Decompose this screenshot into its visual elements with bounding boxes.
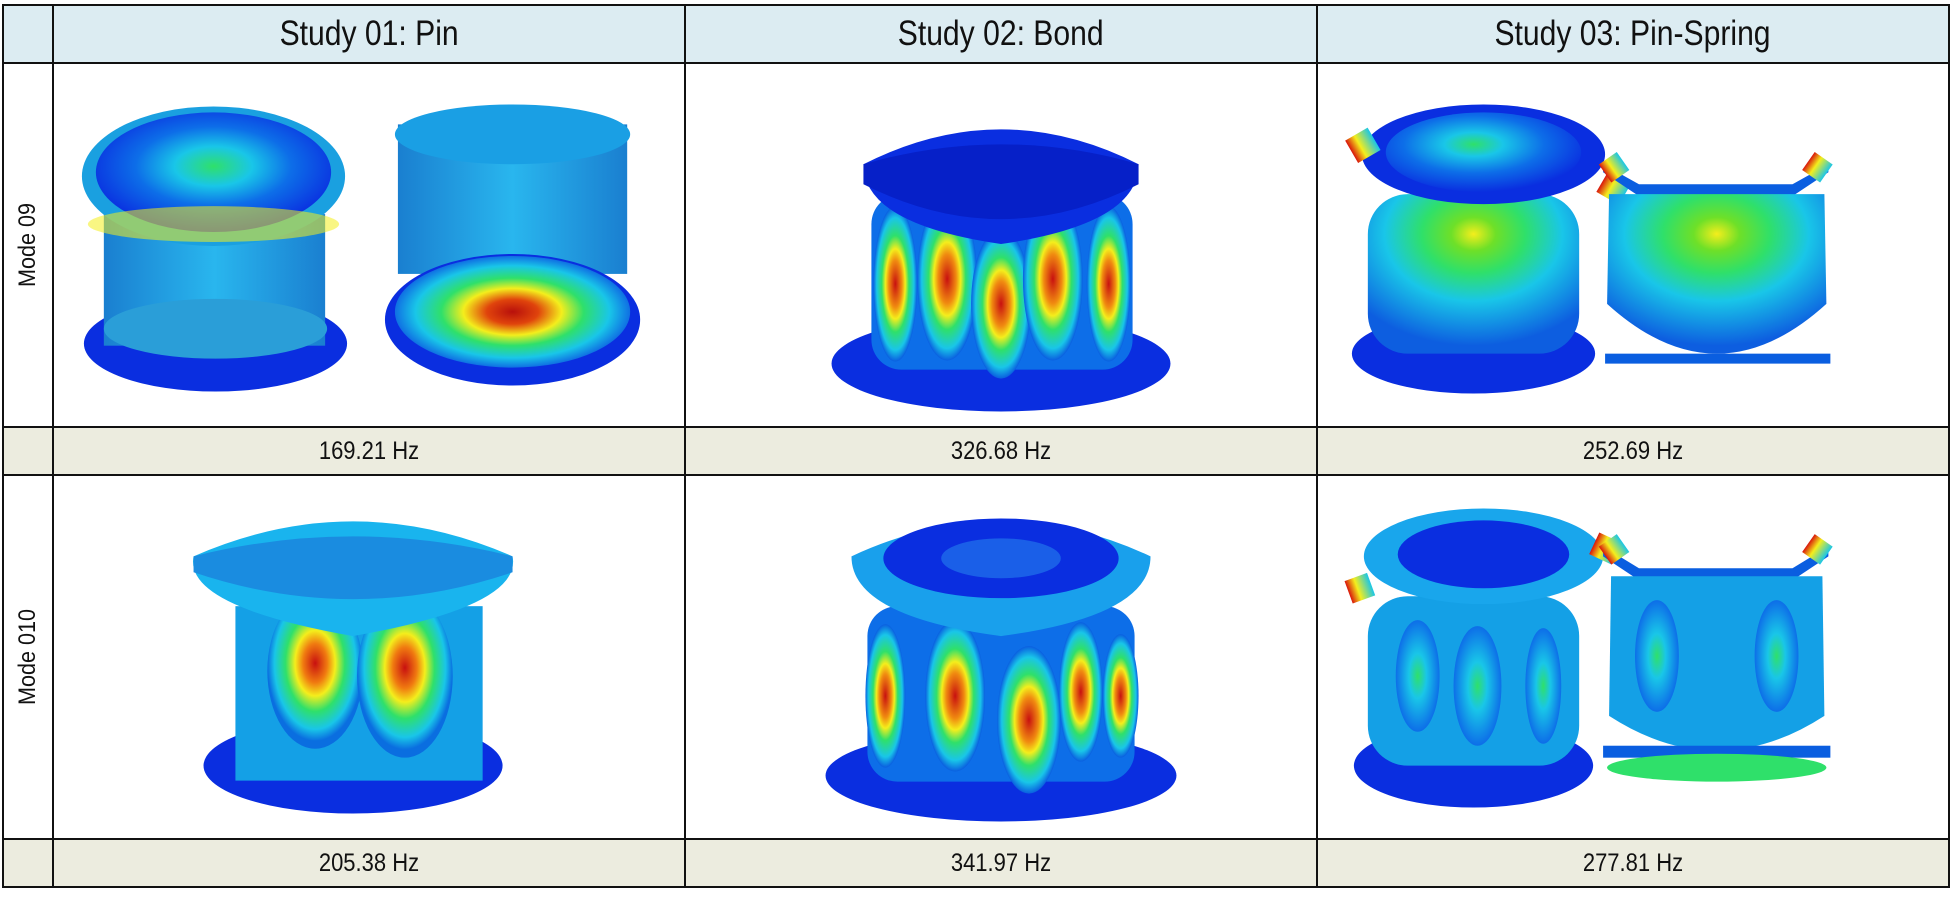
frequency-value: 341.97 Hz bbox=[684, 838, 1318, 888]
frequency-label-cell bbox=[2, 426, 54, 476]
column-header-study-03: Study 03: Pin-Spring bbox=[1316, 4, 1950, 64]
frequency-value: 205.38 Hz bbox=[52, 838, 686, 888]
column-header-study-01: Study 01: Pin bbox=[52, 4, 686, 64]
results-table: Study 01: Pin Study 02: Bond Study 03: P… bbox=[2, 4, 1950, 888]
column-header-study-02: Study 02: Bond bbox=[684, 4, 1318, 64]
mode-09-study-03-render bbox=[1316, 62, 1950, 428]
row-label-mode-010: Mode 010 bbox=[2, 474, 54, 840]
mode-010-study-02-render bbox=[684, 474, 1318, 840]
row-label-text: Mode 09 bbox=[14, 202, 41, 288]
row-label-mode-09: Mode 09 bbox=[2, 62, 54, 428]
fem-render-image bbox=[81, 104, 641, 392]
frequency-value: 169.21 Hz bbox=[52, 426, 686, 476]
frequency-value: 252.69 Hz bbox=[1316, 426, 1950, 476]
fem-render-image bbox=[1345, 104, 1833, 394]
header-row: Study 01: Pin Study 02: Bond Study 03: P… bbox=[2, 4, 1950, 64]
frequency-value: 277.81 Hz bbox=[1316, 838, 1950, 888]
mode-010-image-row: Mode 010 bbox=[2, 474, 1950, 840]
frequency-label-cell bbox=[2, 838, 54, 888]
mode-09-study-02-render bbox=[684, 62, 1318, 428]
mode-09-frequency-row: 169.21 Hz 326.68 Hz 252.69 Hz bbox=[2, 426, 1950, 476]
frequency-value: 326.68 Hz bbox=[684, 426, 1318, 476]
mode-010-study-01-render bbox=[52, 474, 686, 840]
row-label-text: Mode 010 bbox=[14, 608, 41, 706]
fem-render-image bbox=[825, 518, 1177, 822]
mode-09-study-01-render bbox=[52, 62, 686, 428]
fem-render-image bbox=[831, 129, 1171, 412]
mode-010-frequency-row: 205.38 Hz 341.97 Hz 277.81 Hz bbox=[2, 838, 1950, 888]
fem-render-image bbox=[193, 521, 514, 814]
mode-010-study-03-render bbox=[1316, 474, 1950, 840]
corner-cell bbox=[2, 4, 54, 64]
mode-09-image-row: Mode 09 bbox=[2, 62, 1950, 428]
fem-render-image bbox=[1344, 508, 1833, 808]
